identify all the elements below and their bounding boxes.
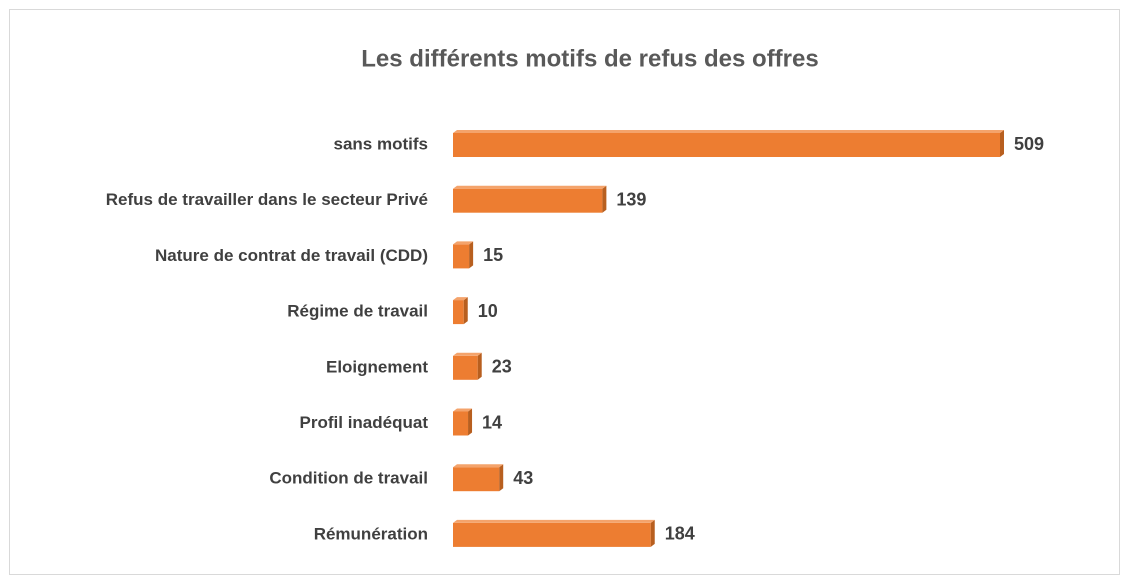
bar-side — [499, 464, 504, 492]
chart-frame — [9, 9, 1120, 575]
bar-top — [453, 297, 468, 301]
bar-side — [469, 241, 474, 269]
bar-top — [453, 241, 474, 245]
data-label: 14 — [482, 412, 502, 432]
y-tick-label: Refus de travailler dans le secteur Priv… — [106, 190, 428, 209]
bar-top — [453, 185, 607, 189]
bar-side — [1000, 130, 1004, 157]
bar-side — [602, 185, 607, 213]
bar-top — [453, 519, 655, 523]
data-label: 509 — [1014, 134, 1044, 154]
bar-side — [468, 408, 473, 436]
data-label: 139 — [616, 189, 646, 209]
bar-top — [453, 408, 473, 412]
data-label: 23 — [492, 357, 512, 377]
data-label: 15 — [483, 245, 503, 265]
bar-side — [650, 519, 655, 547]
bar-side — [463, 297, 468, 325]
bar — [453, 300, 464, 325]
y-tick-label: Nature de contrat de travail (CDD) — [155, 246, 428, 265]
bar-top — [453, 464, 504, 468]
data-label: 184 — [665, 524, 695, 544]
bar — [453, 188, 603, 213]
y-tick-label: Condition de travail — [269, 469, 428, 488]
chart-title: Les différents motifs de refus des offre… — [361, 45, 818, 72]
bar — [453, 133, 1000, 157]
bar-top — [453, 130, 1004, 133]
y-tick-label: sans motifs — [334, 134, 428, 153]
y-tick-label: Profil inadéquat — [300, 413, 429, 432]
y-tick-label: Rémunération — [314, 524, 428, 543]
bar — [453, 411, 469, 436]
bar — [453, 522, 651, 547]
bar-side — [477, 352, 482, 380]
y-tick-label: Eloignement — [326, 357, 428, 376]
y-tick-label: Régime de travail — [287, 302, 428, 321]
bar — [453, 355, 478, 380]
bar-top — [453, 352, 482, 356]
bar — [453, 244, 470, 269]
data-label: 10 — [478, 301, 498, 321]
data-label: 43 — [513, 468, 533, 488]
bar — [453, 467, 500, 492]
